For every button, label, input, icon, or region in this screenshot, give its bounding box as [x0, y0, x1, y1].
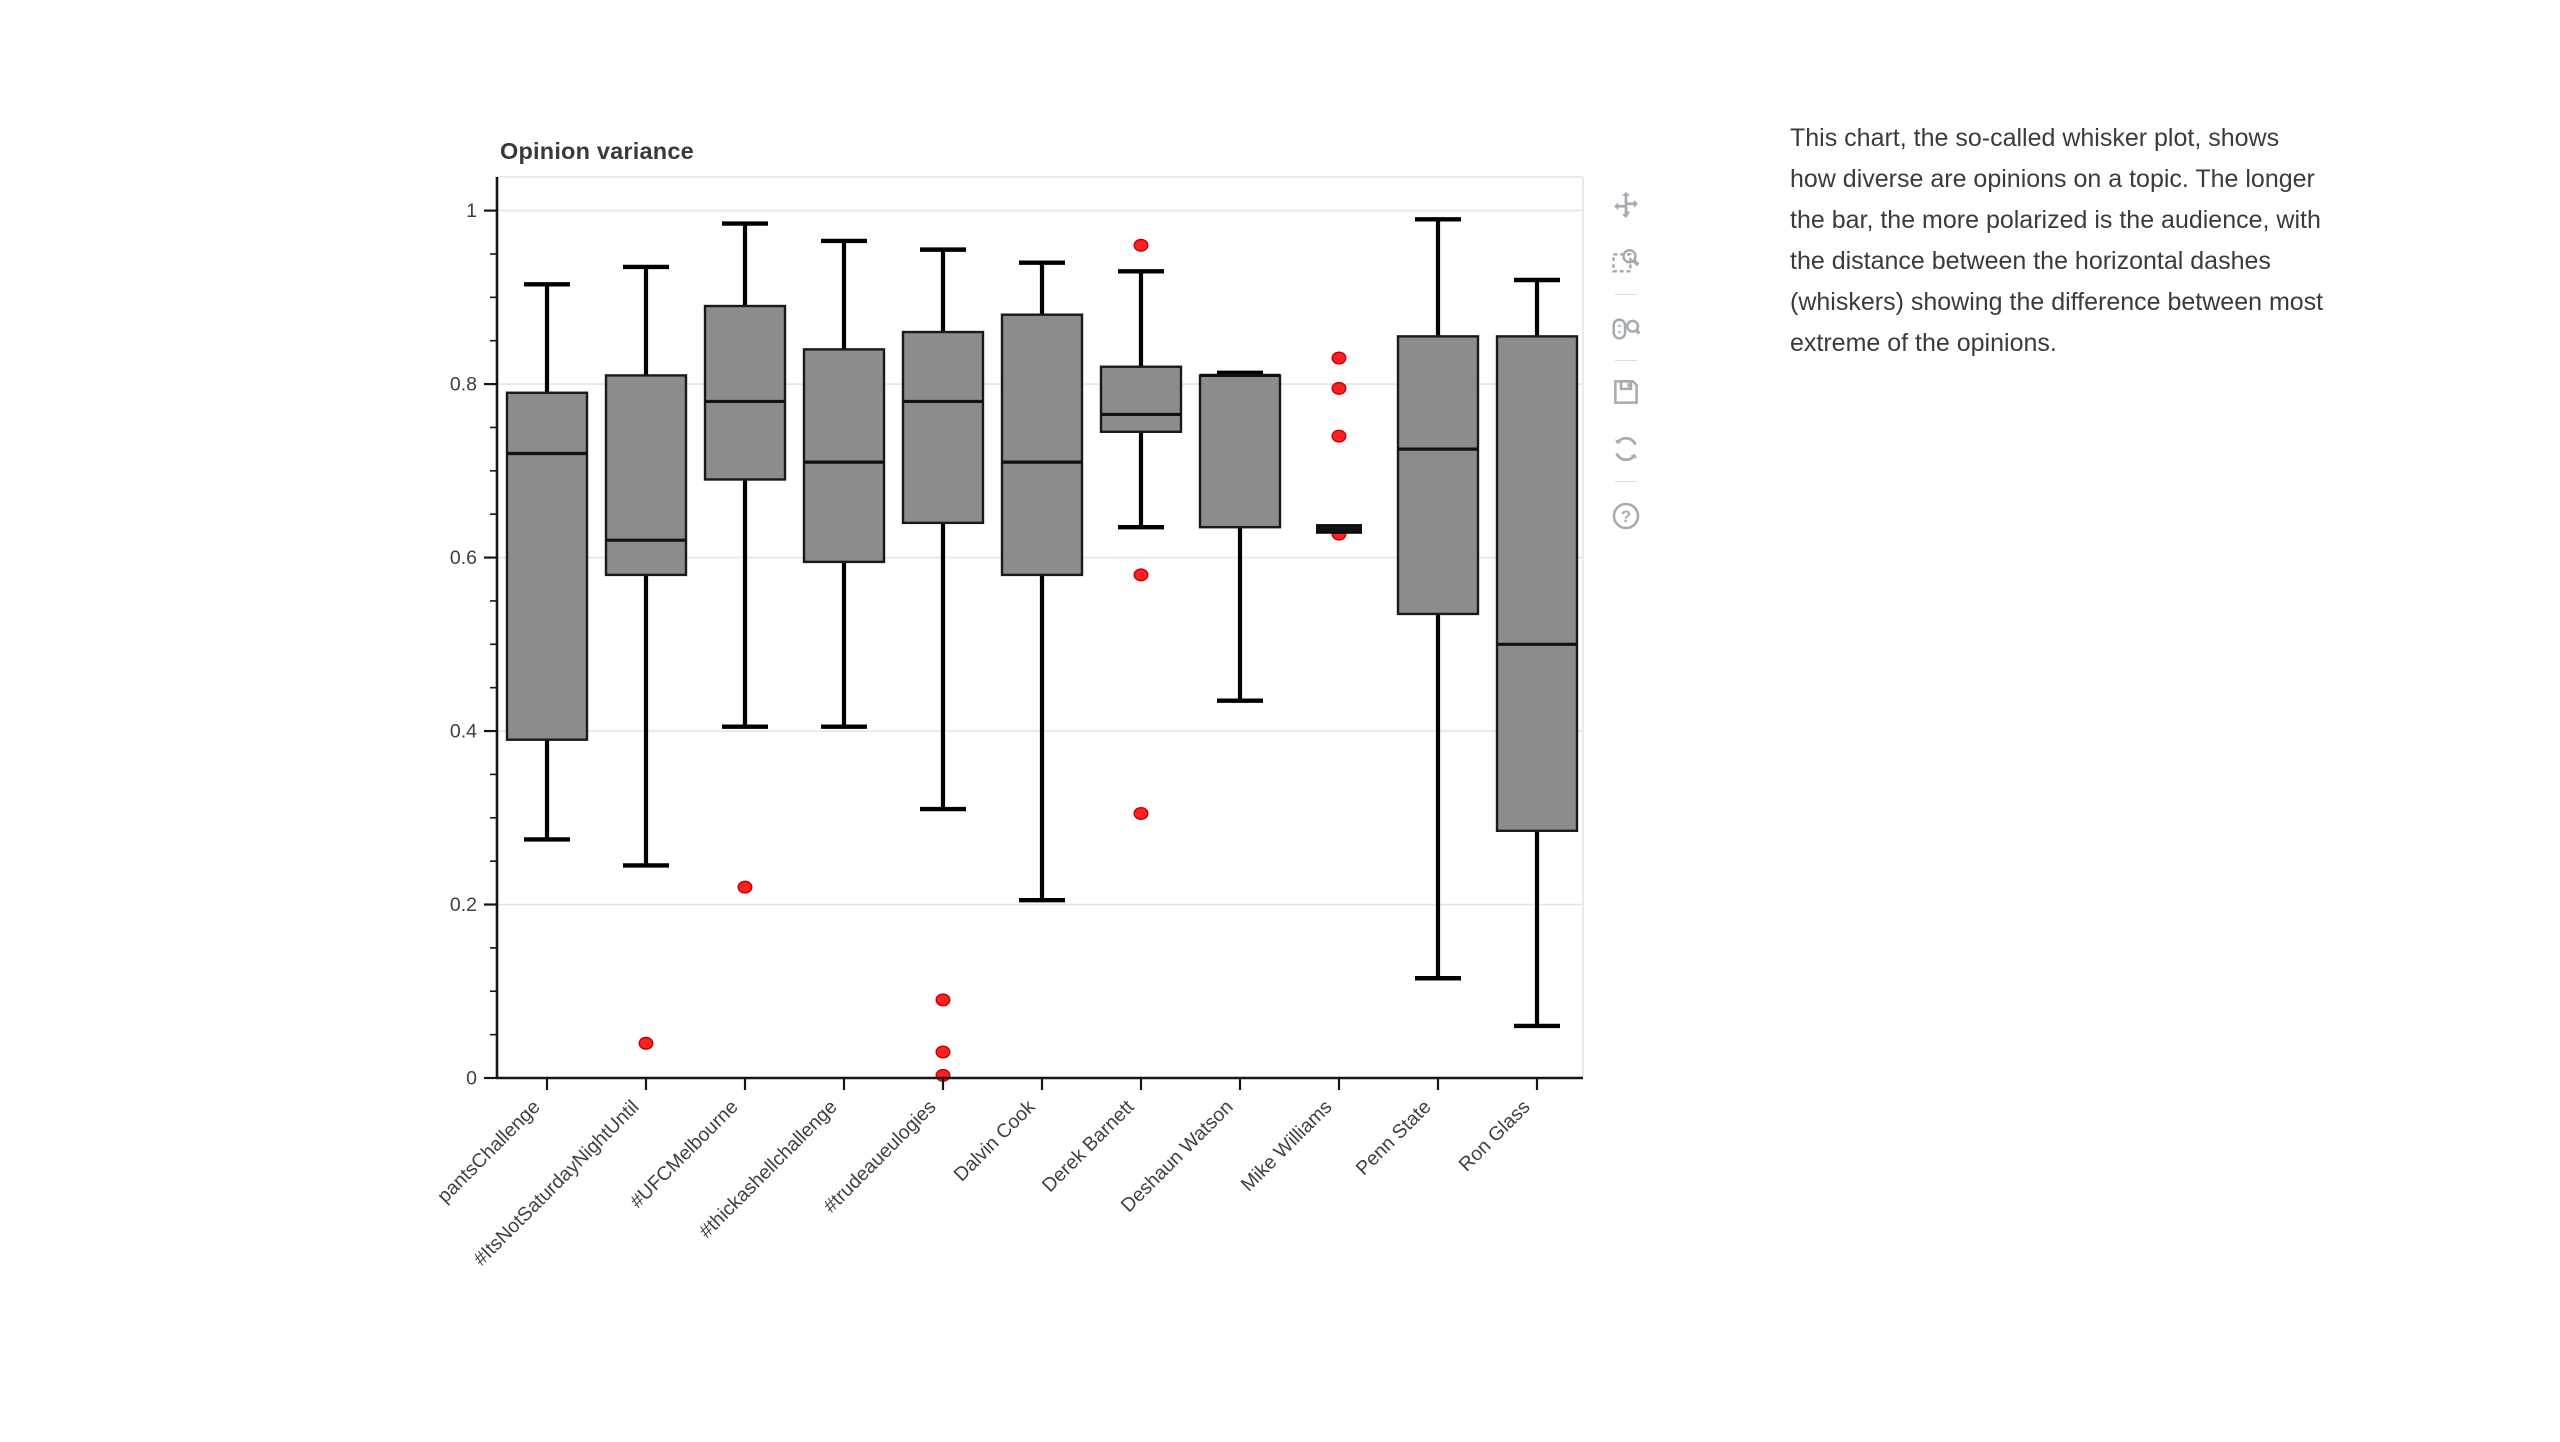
outlier-dot — [1133, 568, 1149, 582]
boxplot-figure: Opinion variance 0 0.2 0.4 0.6 0.8 1 pantsChal… — [420, 110, 1680, 1350]
box — [1396, 335, 1480, 616]
x-tick-label: #ItsNotSaturdayNightUntil — [469, 1096, 643, 1270]
x-tick-label: Mike Williams — [1237, 1096, 1337, 1196]
save-icon — [1608, 377, 1644, 407]
x-tick-label: Derek Barnett — [1038, 1096, 1139, 1197]
reset-icon — [1608, 434, 1644, 464]
outlier-dot — [935, 1045, 951, 1059]
box — [802, 348, 886, 564]
toolbar-separator — [1615, 481, 1637, 482]
outlier-dot — [1133, 806, 1149, 820]
box — [901, 330, 985, 525]
help-button[interactable]: ? — [1608, 498, 1644, 534]
box-zoom-button[interactable] — [1608, 242, 1644, 278]
box — [703, 304, 787, 481]
outlier-dot — [737, 880, 753, 894]
box — [1000, 313, 1084, 577]
x-tick-label: Penn State — [1352, 1096, 1436, 1180]
x-tick-label: Ron Glass — [1455, 1096, 1535, 1176]
toolbar-separator — [1615, 294, 1637, 295]
help-icon: ? — [1608, 501, 1644, 531]
box — [1495, 335, 1579, 832]
outlier-dot — [1331, 429, 1347, 443]
y-tick-label: 0.6 — [450, 547, 477, 569]
chart-title: Opinion variance — [500, 138, 694, 164]
box — [1198, 374, 1282, 529]
outlier-dot — [1331, 381, 1347, 395]
box — [1099, 365, 1183, 433]
save-button[interactable] — [1608, 374, 1644, 410]
x-tick-label: #UFCMelbourne — [626, 1096, 743, 1213]
plot-canvas[interactable]: 0 0.2 0.4 0.6 0.8 1 pantsChallenge#ItsNotSatur… — [420, 110, 1680, 1350]
wheel-zoom-icon — [1608, 314, 1644, 344]
pan-tool-icon — [1608, 190, 1644, 220]
box — [505, 391, 589, 741]
y-tick-label: 0.4 — [450, 721, 477, 743]
y-tick-label: 1 — [466, 200, 477, 222]
pan-tool-button[interactable] — [1608, 187, 1644, 223]
outlier-dot — [1133, 238, 1149, 252]
outlier-dot — [638, 1036, 654, 1050]
outlier-dot — [1331, 351, 1347, 365]
chart-description: This chart, the so-called whisker plot, … — [1790, 124, 2324, 357]
bokeh-toolbar: ? — [1600, 170, 1652, 570]
x-tick-label: Dalvin Cook — [950, 1096, 1040, 1186]
box — [604, 374, 688, 577]
active-tool-indicator — [1589, 178, 1594, 232]
wheel-zoom-button[interactable] — [1608, 311, 1644, 347]
box-zoom-icon — [1608, 245, 1644, 275]
outlier-dot — [935, 993, 951, 1007]
toolbar-separator — [1615, 360, 1637, 361]
y-tick-label: 0.2 — [450, 894, 477, 916]
svg-text:?: ? — [1621, 507, 1631, 526]
x-tick-label: pantsChallenge — [433, 1096, 544, 1207]
reset-button[interactable] — [1608, 431, 1644, 467]
y-tick-label: 0.8 — [450, 374, 477, 396]
y-tick-label: 0 — [466, 1068, 477, 1090]
